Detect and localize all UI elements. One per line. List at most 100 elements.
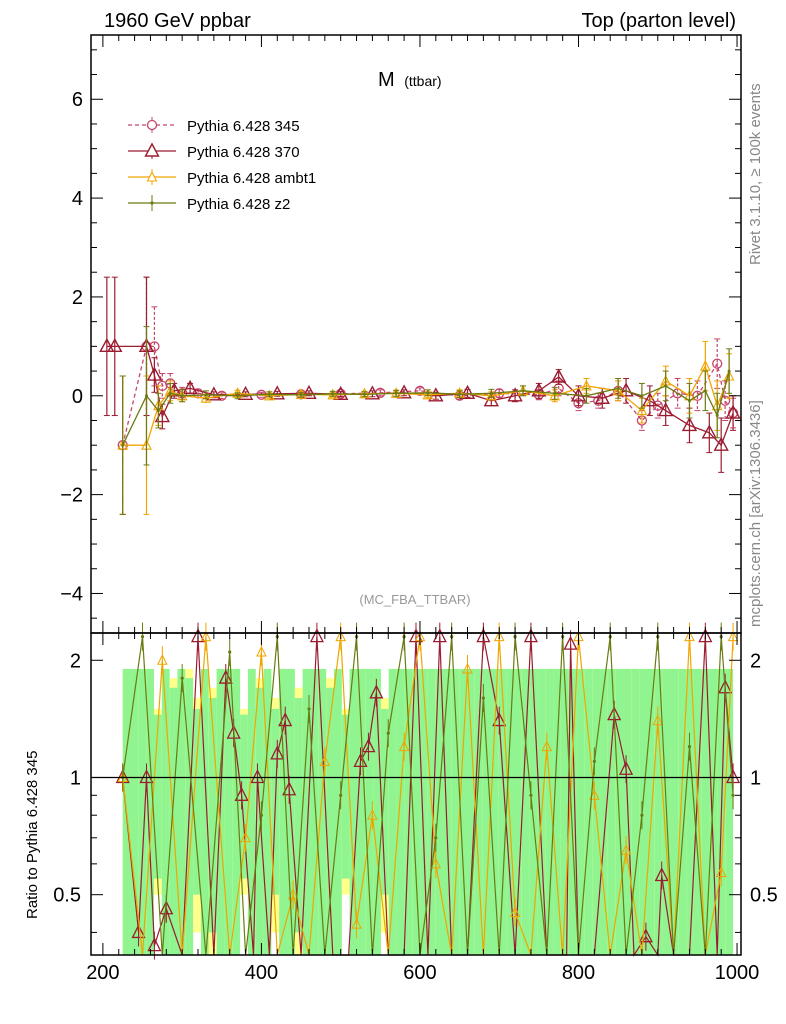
legend: Pythia 6.428 345 Pythia 6.428 370 Pythia 6… [128, 117, 316, 213]
ratio-point [434, 836, 438, 840]
ratio-frame [90, 632, 742, 956]
data-point [166, 382, 182, 397]
data-point [531, 382, 547, 397]
band-green [709, 668, 718, 955]
data-point [594, 389, 610, 404]
data-point [636, 404, 648, 416]
ratio-ylabel: Ratio to Pythia 6.428 345 [24, 751, 41, 919]
legend-label: Pythia 6.428 ambt1 [187, 170, 316, 187]
ratio-point [563, 635, 578, 650]
ratio-y-tick-label: 1 [750, 767, 761, 789]
ratio-point [278, 712, 293, 727]
y-tick-label: −4 [60, 583, 83, 605]
band-green [357, 668, 366, 955]
band-green [467, 668, 475, 955]
ratio-point [430, 857, 442, 869]
legend-marker [146, 119, 158, 131]
band-green [193, 708, 201, 895]
data-point [394, 391, 398, 395]
data-point [200, 392, 212, 403]
data-point [301, 384, 317, 400]
legend-marker [150, 201, 154, 205]
ratio-y-tick-label: 0.5 [750, 885, 778, 907]
ratio-point [157, 654, 168, 665]
band-green [232, 668, 241, 955]
data-point [107, 337, 123, 353]
band-green [482, 668, 491, 955]
band-green [459, 668, 468, 955]
y-tick-label: 6 [72, 89, 83, 111]
ratio-point [259, 813, 264, 817]
ratio-point [139, 769, 154, 784]
ratio-point [369, 684, 384, 699]
ratio-point [386, 731, 390, 735]
main-title-sub: (ttbar) [404, 73, 441, 89]
data-point [396, 384, 412, 399]
band-green [615, 668, 624, 955]
ratio-point [351, 918, 362, 929]
ratio-point [523, 628, 538, 643]
y-tick-label: 4 [72, 188, 83, 210]
x-tick-label: 800 [562, 962, 595, 984]
data-point [156, 409, 160, 413]
data-point [725, 404, 741, 419]
band-green [529, 668, 538, 955]
data-point [681, 416, 698, 432]
ratio-point [408, 628, 424, 643]
data-point [642, 392, 658, 407]
band-green [138, 668, 147, 955]
data-point [658, 402, 674, 417]
band-green [443, 668, 452, 955]
ratio-y-tick-label: 0.5 [53, 885, 81, 907]
ratio-point [140, 635, 145, 639]
main-title-main: M [378, 69, 395, 91]
band-green [326, 687, 334, 955]
data-point [295, 388, 307, 399]
band-green [177, 668, 186, 955]
ratio-point [250, 769, 265, 784]
data-point [715, 414, 719, 418]
ratio-point [476, 628, 491, 643]
ratio-point [319, 755, 331, 766]
data-point [154, 408, 171, 423]
band-green [224, 668, 233, 955]
band-green [302, 668, 311, 955]
data-point [99, 337, 115, 353]
band-green [349, 668, 358, 955]
data-point [168, 391, 172, 395]
data-point [664, 384, 668, 388]
ratio-point [493, 630, 505, 642]
ratio-line [122, 636, 734, 956]
data-point [727, 369, 731, 373]
main-title: M (ttbar) [378, 69, 442, 91]
data-point [414, 385, 426, 396]
y-tick-label: 0 [72, 386, 83, 408]
data-point [180, 394, 184, 398]
ratio-point [367, 809, 378, 820]
data-point [713, 436, 729, 451]
band-green [208, 698, 217, 933]
data-point [204, 393, 208, 397]
band-green [498, 668, 507, 955]
ratio-point [462, 662, 473, 674]
band-green [294, 698, 303, 933]
ratio-point [147, 937, 162, 952]
band-green [240, 714, 248, 879]
data-point [485, 389, 497, 401]
data-point [364, 385, 381, 400]
band-green [553, 668, 561, 955]
data-point [236, 394, 240, 398]
band-green [420, 668, 428, 955]
data-point [206, 386, 222, 401]
data-point [263, 389, 275, 401]
ratio-y-tick-label: 2 [750, 650, 761, 672]
data-point [422, 388, 434, 400]
ratio-point [687, 745, 692, 749]
data-point [121, 443, 125, 447]
ratio-point [287, 888, 299, 900]
data-point [362, 392, 366, 396]
data-point [359, 387, 370, 399]
ratio-point [731, 793, 735, 797]
ratio-point [353, 752, 368, 768]
band-green [247, 668, 256, 955]
